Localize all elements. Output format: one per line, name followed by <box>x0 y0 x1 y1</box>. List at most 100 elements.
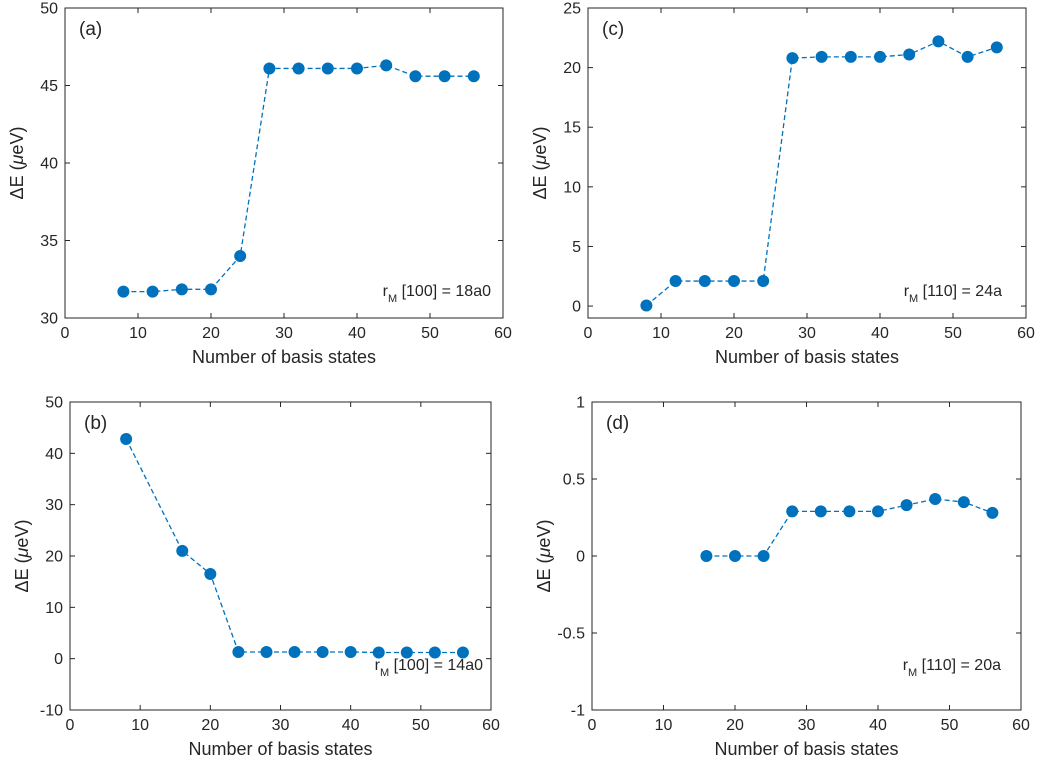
y-axis-label-unit: eV) <box>534 520 554 548</box>
y-tick-label: 40 <box>40 156 58 173</box>
y-axis-label: ΔE (μeV) <box>12 520 32 593</box>
data-point <box>987 507 998 518</box>
data-point <box>345 646 356 657</box>
data-point <box>758 551 769 562</box>
y-tick-label: 15 <box>563 120 581 137</box>
y-tick-label: 25 <box>563 1 581 18</box>
x-tick-label: 0 <box>61 325 70 342</box>
x-tick-label: 0 <box>66 717 75 734</box>
plot-area <box>588 8 1026 318</box>
plot-area <box>65 8 503 318</box>
chart-panel-1: 0 10 20 30 40 50 60 30 35 40 45 50 Number of basis s… <box>7 1 512 368</box>
y-axis-label-unit-prefix: μ <box>530 154 550 165</box>
data-point <box>933 36 944 47</box>
data-point <box>875 51 886 62</box>
data-point <box>729 276 740 287</box>
data-point <box>177 545 188 556</box>
data-point <box>317 646 328 657</box>
data-point <box>901 500 912 511</box>
y-axis-label-main: ΔE ( <box>534 557 554 592</box>
y-tick-label: -1 <box>571 703 585 720</box>
x-axis-label: Number of basis states <box>715 347 899 367</box>
y-axis-label-unit-prefix: μ <box>7 154 27 165</box>
y-axis-label-unit-prefix: μ <box>534 547 554 558</box>
data-point <box>962 51 973 62</box>
panel-label: (c) <box>602 19 624 40</box>
data-point <box>289 646 300 657</box>
data-point <box>991 42 1002 53</box>
data-point <box>401 647 412 658</box>
x-tick-label: 0 <box>588 717 597 734</box>
data-point <box>701 551 712 562</box>
data-point <box>233 646 244 657</box>
data-point <box>264 63 275 74</box>
data-point <box>429 647 440 658</box>
data-point <box>293 63 304 74</box>
data-point <box>439 71 450 82</box>
x-tick-label: 50 <box>421 325 439 342</box>
x-tick-label: 20 <box>202 325 220 342</box>
data-point <box>457 647 468 658</box>
annotation-subscript: M <box>388 293 397 305</box>
data-point <box>176 284 187 295</box>
x-tick-label: 50 <box>412 717 430 734</box>
annotation-text: [110] = 24a <box>918 283 1002 300</box>
data-point <box>322 63 333 74</box>
y-tick-label: 30 <box>45 497 63 514</box>
x-tick-label: 60 <box>494 325 512 342</box>
data-point <box>206 284 217 295</box>
data-point <box>410 71 421 82</box>
data-point <box>147 286 158 297</box>
chart-panel-2: 0 10 20 30 40 50 60 0 5 10 15 20 25 Number of basis s… <box>530 1 1035 368</box>
data-point <box>699 276 710 287</box>
annotation-text: [110] = 20a <box>917 657 1001 674</box>
x-tick-label: 0 <box>584 325 593 342</box>
y-tick-label: 40 <box>45 446 63 463</box>
x-tick-label: 40 <box>869 717 887 734</box>
chart-panel-3: 0 10 20 30 40 50 60-1001020304050Number of bas… <box>12 395 500 760</box>
y-tick-label: 50 <box>40 1 58 18</box>
x-axis-label: Number of basis states <box>192 347 376 367</box>
y-tick-label: 45 <box>40 78 58 95</box>
data-point <box>958 497 969 508</box>
y-axis-label: ΔE (μeV) <box>530 127 550 200</box>
y-tick-label: 35 <box>40 233 58 250</box>
y-axis-label: ΔE (μeV) <box>534 520 554 593</box>
x-tick-label: 10 <box>652 325 670 342</box>
panel-label: (a) <box>79 19 102 40</box>
annotation-text: [100] = 14a0 <box>389 657 483 674</box>
y-tick-label: 20 <box>45 549 63 566</box>
chart-panel-4: 0 10 20 30 40 50 60 -1 -0.5 0 0.5 1 Number of basis … <box>534 395 1030 760</box>
y-axis-label-main: ΔE ( <box>12 557 32 592</box>
annotation-subscript: M <box>908 667 917 679</box>
x-tick-label: 50 <box>944 325 962 342</box>
y-tick-label: 50 <box>45 395 63 412</box>
y-tick-label: 0 <box>576 549 585 566</box>
data-point <box>816 51 827 62</box>
y-tick-label: 10 <box>45 600 63 617</box>
data-point <box>758 276 769 287</box>
x-tick-label: 30 <box>798 717 816 734</box>
x-tick-label: 50 <box>941 717 959 734</box>
data-point <box>930 494 941 505</box>
data-point <box>730 551 741 562</box>
x-tick-label: 60 <box>1017 325 1035 342</box>
data-point <box>205 568 216 579</box>
data-point <box>904 49 915 60</box>
panel-label: (b) <box>84 413 107 434</box>
x-tick-label: 20 <box>726 717 744 734</box>
y-tick-label: 5 <box>572 239 581 256</box>
y-axis-label-main: ΔE ( <box>530 164 550 199</box>
annotation-text: [100] = 18a0 <box>397 283 491 300</box>
y-axis-label-unit: eV) <box>7 127 27 155</box>
x-tick-label: 20 <box>725 325 743 342</box>
y-tick-label: 0.5 <box>563 472 585 489</box>
data-point <box>845 51 856 62</box>
x-tick-label: 40 <box>342 717 360 734</box>
annotation-subscript: M <box>380 667 389 679</box>
data-point <box>381 60 392 71</box>
x-tick-label: 30 <box>275 325 293 342</box>
data-point <box>468 71 479 82</box>
x-axis-label: Number of basis states <box>188 739 372 759</box>
